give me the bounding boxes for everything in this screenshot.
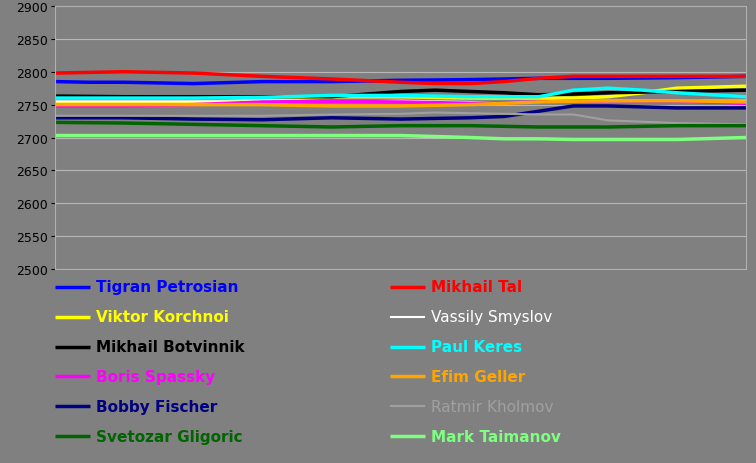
Text: Paul Keres: Paul Keres	[431, 339, 522, 354]
Text: Mark Taimanov: Mark Taimanov	[431, 429, 561, 444]
Text: Boris Spassky: Boris Spassky	[96, 369, 215, 384]
Text: Mikhail Botvinnik: Mikhail Botvinnik	[96, 339, 245, 354]
Text: 1961: 1961	[55, 0, 87, 3]
Text: Svetozar Gligoric: Svetozar Gligoric	[96, 429, 243, 444]
Text: Viktor Korchnoi: Viktor Korchnoi	[96, 310, 229, 325]
Text: Vassily Smyslov: Vassily Smyslov	[431, 310, 552, 325]
Text: Ratmir Kholmov: Ratmir Kholmov	[431, 399, 553, 414]
Text: Efim Geller: Efim Geller	[431, 369, 525, 384]
Text: Mikhail Tal: Mikhail Tal	[431, 280, 522, 295]
Text: 1962: 1962	[714, 0, 746, 3]
Text: Bobby Fischer: Bobby Fischer	[96, 399, 217, 414]
Text: Tigran Petrosian: Tigran Petrosian	[96, 280, 238, 295]
